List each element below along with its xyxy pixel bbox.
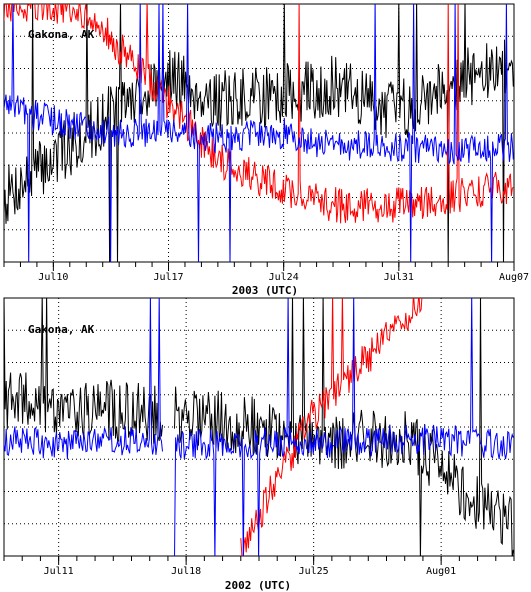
station-label: Gakona, AK — [28, 323, 95, 336]
series-line — [174, 298, 514, 556]
x-tick-label: Aug01 — [426, 566, 456, 577]
series-line — [4, 4, 514, 224]
x-tick-label: Jul17 — [153, 272, 183, 283]
x-tick-label: Aug07 — [499, 272, 529, 283]
panel-2002: Jul11 Jul18 Jul25 Aug01 Gakona, AK 2002 (UT… — [3, 297, 515, 592]
x-axis-ticks: Jul10 Jul17 Jul24 Jul31 Aug07 — [3, 262, 529, 283]
series-line — [4, 4, 514, 262]
station-label: Gakona, AK — [28, 28, 95, 41]
x-axis-title: 2002 (UTC) — [225, 579, 291, 592]
x-tick-label: Jul10 — [38, 272, 68, 283]
x-axis-title: 2003 (UTC) — [232, 284, 298, 297]
series-line — [4, 298, 163, 460]
series-line — [174, 298, 514, 556]
x-tick-label: Jul31 — [384, 272, 414, 283]
x-tick-label: Jul25 — [299, 566, 329, 577]
series-group — [4, 298, 514, 556]
panel-2003: Jul10 Jul17 Jul24 Jul31 Aug07 Gakona, AK 200… — [3, 3, 529, 297]
series-group — [4, 4, 514, 262]
series-line — [4, 4, 514, 262]
x-tick-label: Jul11 — [44, 566, 74, 577]
x-tick-label: Jul18 — [171, 566, 201, 577]
series-line — [240, 298, 423, 556]
x-axis-ticks: Jul11 Jul18 Jul25 Aug01 — [3, 556, 515, 577]
x-tick-label: Jul24 — [269, 272, 299, 283]
